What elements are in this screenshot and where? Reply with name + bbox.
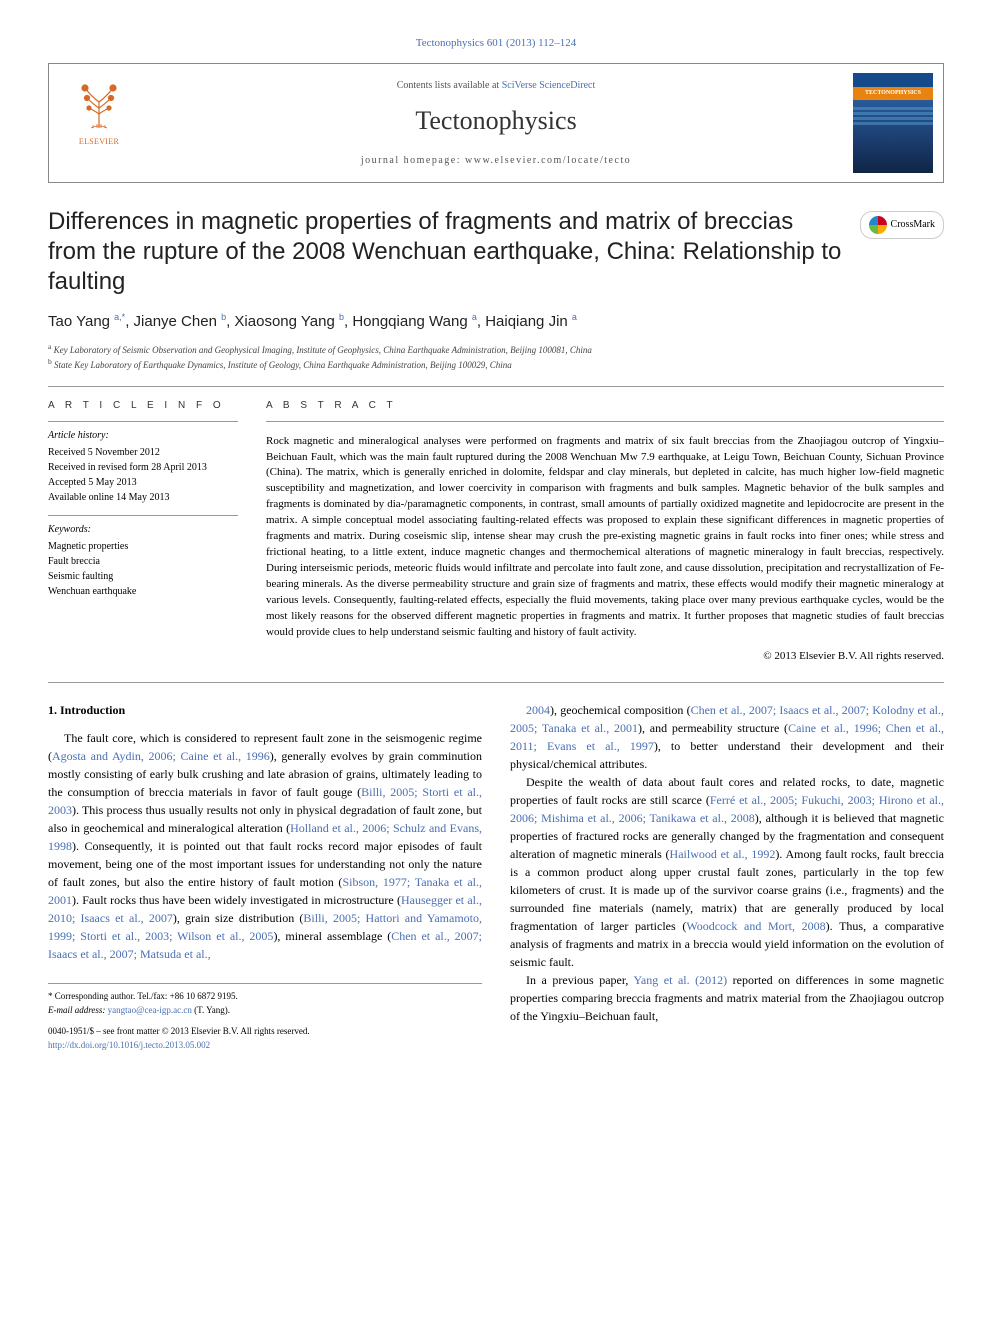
affiliations: a Key Laboratory of Seismic Observation … [48,342,944,371]
separator [48,386,944,387]
email-line: E-mail address: yangtao@cea-igp.ac.cn (T… [48,1004,265,1018]
contents-line: Contents lists available at SciVerse Sci… [149,79,843,93]
cover-body [853,100,933,174]
history-item: Received in revised form 28 April 2013 [48,460,238,475]
affiliation-b: b State Key Laboratory of Earthquake Dyn… [48,357,944,372]
article-info-heading: A R T I C L E I N F O [48,399,238,413]
crossmark-badge[interactable]: CrossMark [860,211,944,239]
body-paragraph: 2004), geochemical composition (Chen et … [510,701,944,773]
body-paragraph: The fault core, which is considered to r… [48,729,482,963]
keywords-label: Keywords: [48,522,238,537]
homepage-label: journal homepage: [361,155,465,166]
top-citation-link[interactable]: Tectonophysics 601 (2013) 112–124 [416,37,576,49]
keyword-item: Seismic faulting [48,569,238,584]
article-history-block: Article history: Received 5 November 201… [48,421,238,505]
keywords-list: Magnetic propertiesFault brecciaSeismic … [48,539,238,599]
article-title: Differences in magnetic properties of fr… [48,207,844,297]
citation-link[interactable]: Agosta and Aydin, 2006; Caine et al., 19… [52,749,270,763]
keyword-item: Wenchuan earthquake [48,584,238,599]
abstract-col: A B S T R A C T Rock magnetic and minera… [266,399,944,665]
history-item: Available online 14 May 2013 [48,490,238,505]
elsevier-logo: ELSEVIER [64,78,134,168]
history-list: Received 5 November 2012Received in revi… [48,445,238,505]
corr-author-line: * Corresponding author. Tel./fax: +86 10… [48,990,265,1004]
affiliation-a: a Key Laboratory of Seismic Observation … [48,342,944,357]
body-columns: 1. Introduction The fault core, which is… [48,701,944,1052]
citation-link[interactable]: Yang et al. (2012) [633,973,727,987]
corresponding-footer: * Corresponding author. Tel./fax: +86 10… [48,983,482,1017]
left-paragraphs: The fault core, which is considered to r… [48,729,482,963]
page-container: Tectonophysics 601 (2013) 112–124 [0,0,992,1088]
history-item: Accepted 5 May 2013 [48,475,238,490]
cover-top-bar [853,73,933,87]
keyword-item: Fault breccia [48,554,238,569]
abstract-separator [266,421,944,422]
top-citation: Tectonophysics 601 (2013) 112–124 [48,36,944,51]
citation-link[interactable]: Billi, 2005; Storti et al., 2003 [48,785,482,817]
sciencedirect-link[interactable]: SciVerse ScienceDirect [502,80,596,91]
keyword-item: Magnetic properties [48,539,238,554]
body-left-col: 1. Introduction The fault core, which is… [48,701,482,1052]
homepage-line: journal homepage: www.elsevier.com/locat… [149,154,843,168]
email-owner: (T. Yang). [192,1005,230,1015]
citation-link[interactable]: Hailwood et al., 1992 [670,847,776,861]
journal-cover-thumb: TECTONOPHYSICS [853,73,933,173]
abstract-text: Rock magnetic and mineralogical analyses… [266,434,944,641]
publisher-logo-container: ELSEVIER [49,70,149,176]
right-paragraphs: 2004), geochemical composition (Chen et … [510,701,944,1025]
cover-label: TECTONOPHYSICS [853,87,933,99]
citation-link[interactable]: Woodcock and Mort, 2008 [686,919,825,933]
body-paragraph: Despite the wealth of data about fault c… [510,773,944,971]
doi-link[interactable]: http://dx.doi.org/10.1016/j.tecto.2013.0… [48,1040,210,1050]
citation-link[interactable]: 2004 [526,703,550,717]
history-label: Article history: [48,428,238,443]
elsevier-label: ELSEVIER [79,136,119,147]
citation-link[interactable]: Ferré et al., 2005; Fukuchi, 2003; Hiron… [510,793,944,825]
journal-header: ELSEVIER Contents lists available at Sci… [48,63,944,183]
intro-heading: 1. Introduction [48,701,482,719]
homepage-url: www.elsevier.com/locate/tecto [465,155,631,166]
pub-info: 0040-1951/$ – see front matter © 2013 El… [48,1025,482,1052]
history-item: Received 5 November 2012 [48,445,238,460]
journal-name: Tectonophysics [149,103,843,139]
info-abstract-row: A R T I C L E I N F O Article history: R… [48,399,944,665]
affiliation-a-text: Key Laboratory of Seismic Observation an… [54,345,592,355]
elsevier-tree-icon [71,78,127,134]
crossmark-label: CrossMark [891,218,935,232]
title-row: Differences in magnetic properties of fr… [48,207,944,297]
body-right-col: 2004), geochemical composition (Chen et … [510,701,944,1052]
email-label: E-mail address: [48,1005,108,1015]
keywords-block: Keywords: Magnetic propertiesFault brecc… [48,515,238,599]
article-info-col: A R T I C L E I N F O Article history: R… [48,399,238,665]
citation-link[interactable]: Holland et al., 2006; Schulz and Evans, … [48,821,482,853]
abstract-copyright: © 2013 Elsevier B.V. All rights reserved… [266,649,944,664]
cover-stripes [853,107,933,129]
abstract-heading: A B S T R A C T [266,399,944,413]
copyright-line: 0040-1951/$ – see front matter © 2013 El… [48,1025,482,1039]
separator-bottom [48,682,944,683]
affiliation-b-text: State Key Laboratory of Earthquake Dynam… [54,360,512,370]
crossmark-icon [869,216,887,234]
body-paragraph: In a previous paper, Yang et al. (2012) … [510,971,944,1025]
email-link[interactable]: yangtao@cea-igp.ac.cn [108,1005,192,1015]
authors-line: Tao Yang a,*, Jianye Chen b, Xiaosong Ya… [48,311,944,332]
contents-prefix: Contents lists available at [397,80,502,91]
header-center: Contents lists available at SciVerse Sci… [149,69,843,177]
